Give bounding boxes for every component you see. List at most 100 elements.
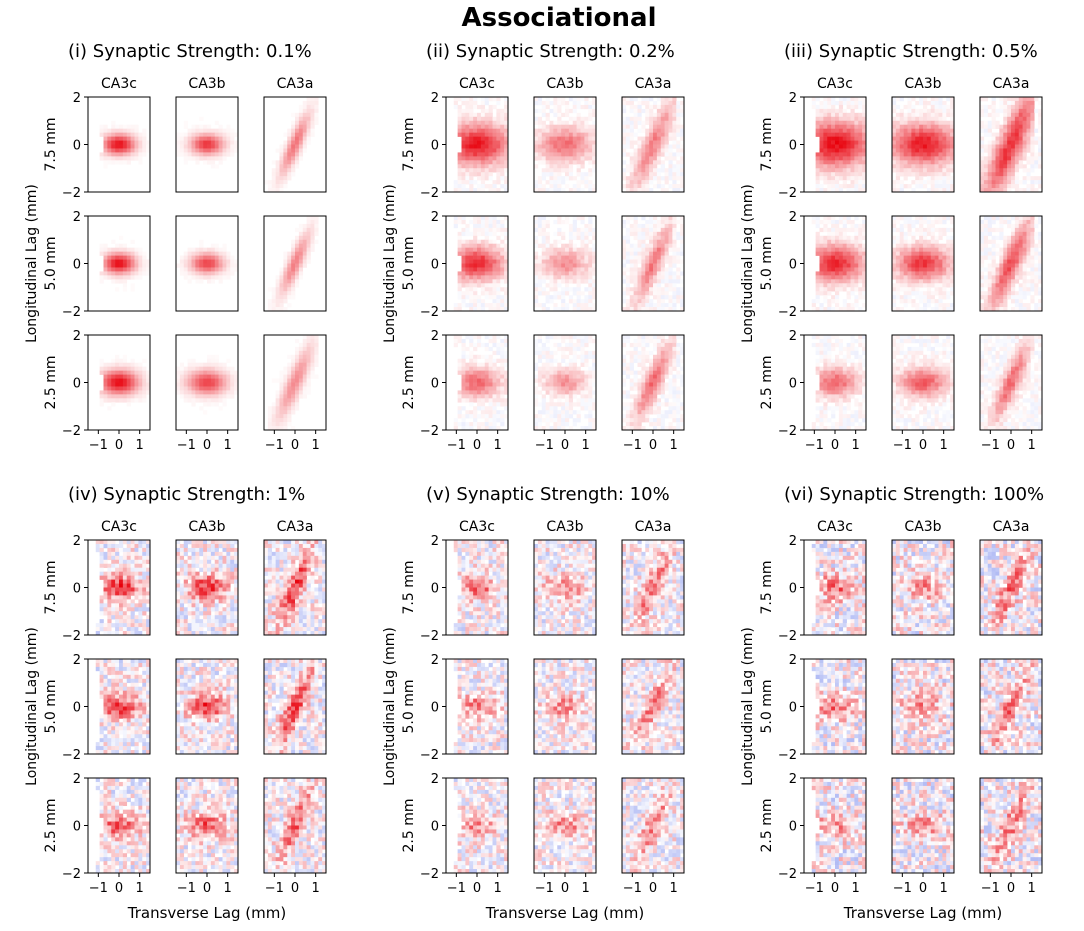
heat-cell	[461, 390, 466, 395]
heat-cell	[287, 291, 292, 296]
heat-cell	[504, 148, 509, 153]
heat-cell	[484, 235, 489, 241]
heat-cell	[492, 279, 497, 284]
heat-cell	[557, 271, 562, 276]
heat-cell	[553, 239, 558, 245]
heat-cell	[622, 152, 627, 157]
heat-cell	[480, 227, 486, 233]
heat-cell	[1026, 112, 1031, 118]
heat-cell	[541, 132, 546, 137]
heat-cell	[541, 219, 546, 225]
heat-cell	[477, 402, 482, 407]
heat-cell	[915, 156, 920, 161]
heat-cell	[568, 338, 574, 344]
heat-cell	[214, 136, 219, 141]
heat-cell	[283, 164, 288, 169]
heat-cell	[453, 303, 458, 308]
heat-cell	[298, 231, 304, 237]
heat-cell	[588, 426, 593, 431]
heat-cell	[218, 378, 223, 383]
heat-cell	[222, 374, 227, 379]
heat-cell	[306, 112, 311, 118]
y-tick-label: −2	[420, 186, 439, 201]
heat-cell	[649, 160, 654, 165]
heat-cell	[923, 100, 928, 106]
heat-cell	[279, 426, 284, 431]
heat-cell	[138, 160, 143, 165]
heat-cell	[625, 239, 631, 245]
heat-cell	[637, 291, 642, 296]
heat-cell	[122, 279, 128, 284]
heat-cell	[580, 338, 585, 344]
heat-cell	[496, 112, 501, 118]
heat-cell	[306, 338, 311, 344]
heat-cell	[576, 271, 581, 276]
heat-cell	[645, 259, 650, 264]
heat-cell	[676, 275, 681, 280]
heat-cell	[480, 263, 486, 268]
heatmap-panel	[891, 96, 955, 193]
heat-cell	[203, 390, 208, 395]
heat-cell	[298, 124, 304, 129]
heat-cell	[846, 172, 851, 177]
heat-cell	[592, 370, 597, 375]
heat-cell	[207, 402, 212, 407]
heat-cell	[572, 382, 577, 387]
heat-cell	[549, 398, 554, 403]
heat-cell	[565, 184, 570, 189]
heat-cell	[1014, 112, 1020, 118]
heat-cell	[995, 136, 1000, 141]
heat-cell	[858, 184, 863, 189]
heat-cell	[226, 390, 231, 395]
heat-cell	[298, 350, 304, 356]
heat-cell	[488, 255, 493, 260]
heat-cell	[629, 406, 634, 411]
heat-cell	[203, 156, 208, 161]
heat-cell	[625, 251, 631, 256]
heat-cell	[291, 132, 296, 137]
heat-cell	[838, 152, 844, 157]
heat-cell	[637, 418, 642, 423]
heat-cell	[469, 426, 474, 431]
heat-cell	[214, 144, 219, 149]
heat-cell	[138, 378, 143, 383]
heat-cell	[226, 140, 231, 145]
heat-cell	[267, 184, 273, 189]
heat-cell	[534, 243, 539, 248]
heat-cell	[892, 124, 897, 129]
heat-cell	[672, 426, 677, 431]
heat-cell	[461, 97, 466, 102]
heat-cell	[645, 188, 650, 193]
heat-cell	[664, 271, 669, 276]
heat-cell	[576, 251, 581, 256]
heat-cell	[568, 168, 574, 173]
heat-cell	[923, 124, 928, 129]
heat-cell	[641, 148, 646, 153]
heat-cell	[637, 144, 642, 149]
heat-cell	[831, 120, 836, 126]
heat-cell	[461, 291, 466, 296]
heat-cell	[584, 104, 589, 110]
heat-cell	[477, 267, 482, 272]
heat-cell	[660, 390, 665, 395]
heat-cell	[115, 275, 120, 280]
heat-cell	[267, 188, 273, 193]
heat-cell	[537, 184, 543, 189]
heat-cell	[179, 152, 185, 157]
heat-cell	[656, 283, 662, 288]
heat-cell	[191, 128, 196, 133]
heat-cell	[534, 378, 539, 383]
heat-cell	[580, 255, 585, 260]
heat-cell	[295, 124, 300, 129]
heat-cell	[1034, 156, 1039, 161]
heat-cell	[306, 219, 311, 225]
heat-cell	[302, 338, 307, 344]
heat-cell	[850, 132, 855, 137]
heat-cell	[664, 251, 669, 256]
heat-cell	[592, 112, 597, 118]
heat-cell	[815, 124, 820, 129]
heat-cell	[134, 255, 139, 260]
heat-cell	[214, 390, 219, 395]
heat-cell	[934, 97, 939, 102]
heat-cell	[210, 394, 216, 399]
